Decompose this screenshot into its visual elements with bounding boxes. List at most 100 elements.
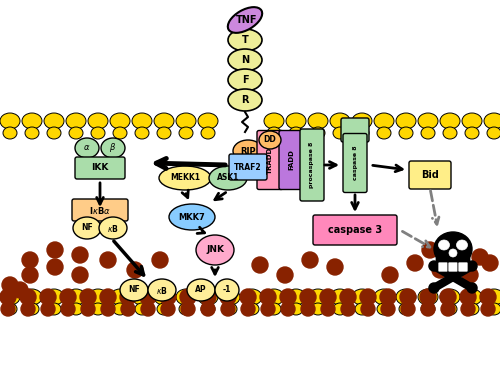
Text: N: N (241, 55, 249, 65)
Circle shape (340, 289, 356, 305)
Ellipse shape (429, 283, 439, 293)
Circle shape (382, 267, 398, 283)
Circle shape (47, 259, 63, 275)
Ellipse shape (286, 113, 306, 129)
Circle shape (260, 289, 276, 305)
Circle shape (127, 262, 143, 278)
Circle shape (72, 267, 88, 283)
Circle shape (220, 289, 236, 305)
Ellipse shape (377, 303, 391, 315)
Ellipse shape (169, 204, 215, 230)
Circle shape (460, 289, 476, 305)
Ellipse shape (233, 140, 263, 162)
Ellipse shape (462, 113, 482, 129)
Text: NF: NF (128, 285, 140, 294)
Ellipse shape (355, 127, 369, 139)
Ellipse shape (132, 113, 152, 129)
Ellipse shape (264, 113, 284, 129)
Circle shape (321, 302, 335, 316)
Ellipse shape (110, 113, 130, 129)
Circle shape (361, 302, 375, 316)
Ellipse shape (399, 303, 413, 315)
Circle shape (221, 302, 235, 316)
Text: T: T (242, 35, 248, 45)
Ellipse shape (352, 289, 372, 305)
FancyBboxPatch shape (75, 157, 125, 179)
Ellipse shape (308, 113, 328, 129)
Circle shape (100, 289, 116, 305)
Ellipse shape (110, 289, 130, 305)
Ellipse shape (120, 279, 148, 301)
Ellipse shape (44, 113, 64, 129)
Ellipse shape (66, 289, 86, 305)
Text: caspase 3: caspase 3 (328, 225, 382, 235)
Circle shape (200, 289, 216, 305)
FancyBboxPatch shape (229, 154, 267, 180)
Ellipse shape (289, 127, 303, 139)
Circle shape (20, 289, 36, 305)
Circle shape (140, 289, 156, 305)
Ellipse shape (443, 303, 457, 315)
Circle shape (161, 302, 175, 316)
Ellipse shape (228, 49, 262, 71)
Circle shape (2, 277, 18, 293)
Ellipse shape (355, 303, 369, 315)
Ellipse shape (179, 127, 193, 139)
Text: AP: AP (195, 285, 207, 294)
Ellipse shape (330, 289, 350, 305)
Ellipse shape (289, 303, 303, 315)
Ellipse shape (3, 303, 17, 315)
Ellipse shape (223, 303, 237, 315)
Circle shape (120, 289, 136, 305)
Circle shape (400, 289, 416, 305)
Text: TRAF2: TRAF2 (234, 162, 262, 171)
Ellipse shape (176, 289, 196, 305)
Circle shape (420, 289, 436, 305)
Text: TNF: TNF (236, 15, 258, 25)
Circle shape (22, 267, 38, 283)
Ellipse shape (99, 217, 127, 239)
Ellipse shape (429, 261, 439, 271)
Ellipse shape (264, 289, 284, 305)
Ellipse shape (228, 69, 262, 91)
Ellipse shape (462, 289, 482, 305)
Ellipse shape (396, 113, 416, 129)
Circle shape (21, 302, 35, 316)
Ellipse shape (198, 289, 218, 305)
Ellipse shape (374, 289, 394, 305)
Circle shape (101, 302, 115, 316)
Ellipse shape (69, 127, 83, 139)
Ellipse shape (187, 279, 215, 301)
Text: JNK: JNK (206, 246, 224, 255)
Ellipse shape (201, 127, 215, 139)
Text: $\alpha$: $\alpha$ (84, 144, 90, 153)
Ellipse shape (228, 89, 262, 111)
FancyBboxPatch shape (448, 262, 458, 272)
Circle shape (327, 259, 343, 275)
Text: $\kappa$B: $\kappa$B (156, 285, 168, 296)
Ellipse shape (88, 289, 108, 305)
Ellipse shape (440, 289, 460, 305)
Text: -1: -1 (223, 285, 231, 294)
Circle shape (421, 302, 435, 316)
Circle shape (280, 289, 296, 305)
Ellipse shape (113, 127, 127, 139)
Ellipse shape (91, 303, 105, 315)
Text: TRADD: TRADD (267, 146, 273, 174)
Text: R: R (241, 95, 249, 105)
Circle shape (461, 302, 475, 316)
Circle shape (81, 302, 95, 316)
Circle shape (12, 282, 28, 298)
Text: FADD: FADD (288, 150, 294, 170)
Ellipse shape (220, 289, 240, 305)
Circle shape (121, 302, 135, 316)
Ellipse shape (0, 289, 20, 305)
Circle shape (472, 249, 488, 265)
Circle shape (160, 289, 176, 305)
Ellipse shape (22, 113, 42, 129)
Ellipse shape (399, 127, 413, 139)
Ellipse shape (487, 127, 500, 139)
Ellipse shape (449, 249, 457, 257)
FancyBboxPatch shape (341, 118, 369, 142)
Circle shape (441, 302, 455, 316)
